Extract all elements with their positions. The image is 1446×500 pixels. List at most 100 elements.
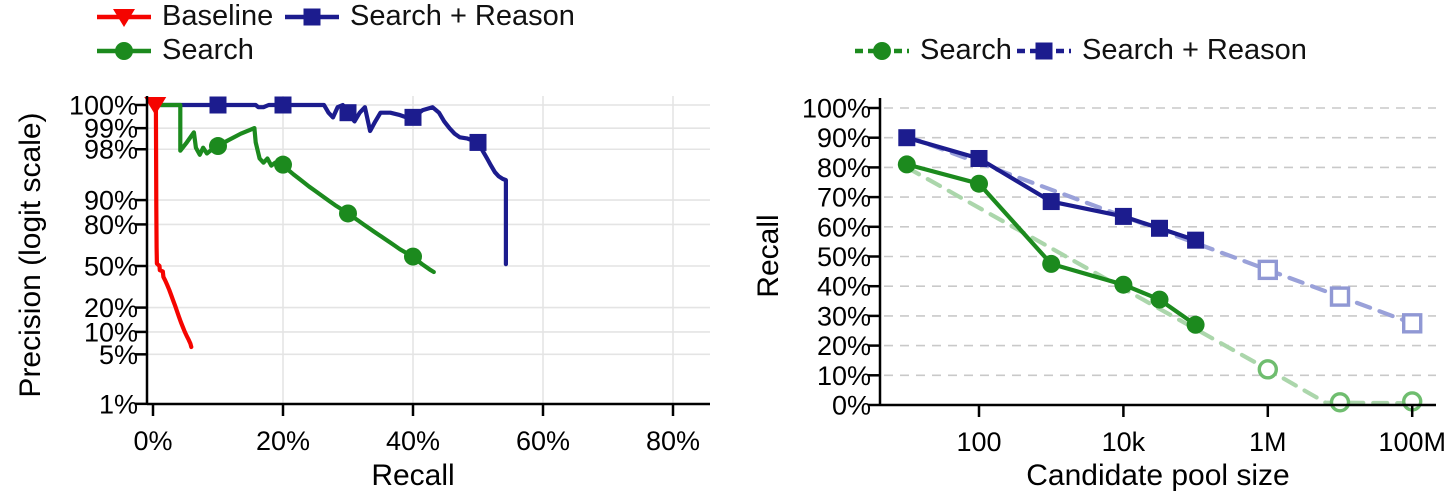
left-chart-gridlines	[147, 96, 710, 404]
open-square-marker	[1401, 313, 1423, 334]
search-legend-marker-icon	[97, 41, 151, 60]
baseline-legend-marker-icon	[97, 8, 151, 27]
square-marker	[404, 108, 422, 126]
series-right-search-reason	[898, 129, 1205, 249]
y-tick-label: 100%	[69, 91, 138, 121]
left-chart: 100%99%98%90%80%50%20%10%5%1%0% 20% 40% 60%…	[69, 91, 710, 457]
search-legend-marker-right-icon	[855, 41, 909, 60]
circle-marker	[115, 41, 133, 60]
y-tick-label: 70%	[817, 183, 871, 213]
right-chart-gridlines	[884, 107, 1436, 377]
series-left-search	[152, 102, 436, 275]
search-reason-legend-marker-icon	[285, 8, 339, 25]
x-tick-label: 60%	[516, 426, 570, 456]
square-marker	[274, 96, 292, 114]
circle-marker	[1042, 254, 1061, 273]
y-tick-label: 20%	[84, 293, 138, 323]
x-tick-label: 0%	[133, 426, 172, 456]
square-marker	[1187, 231, 1205, 249]
square-marker	[898, 129, 916, 147]
triangle-down-marker	[144, 97, 167, 115]
y-tick-label: 80%	[84, 210, 138, 240]
x-tick-label: 100	[956, 427, 1001, 457]
circle-marker	[1150, 290, 1169, 309]
x-tick-label: 10k	[1102, 427, 1146, 457]
circle-marker	[274, 155, 292, 174]
triangle-down-marker	[113, 8, 135, 27]
square-marker	[303, 8, 321, 25]
circle-marker	[873, 41, 891, 60]
right-chart-ylabel: Recall	[752, 214, 785, 298]
open-square-marker	[1257, 259, 1279, 281]
left-chart-xlabel: Recall	[371, 459, 455, 492]
series-left-search-reason	[152, 96, 508, 267]
y-tick-label: 40%	[817, 272, 871, 302]
left-chart-series	[144, 96, 508, 350]
left-chart-tick-labels: 100%99%98%90%80%50%20%10%5%1%0% 20% 40% 60%…	[69, 91, 700, 457]
x-tick-label: 1M	[1249, 427, 1287, 457]
y-tick-label: 20%	[817, 331, 871, 361]
x-tick-label: 40%	[386, 426, 440, 456]
search-legend-label: Search	[162, 34, 254, 66]
square-marker	[970, 149, 988, 167]
square-marker	[1035, 42, 1053, 59]
y-tick-label: 30%	[817, 301, 871, 331]
y-tick-label: 10%	[84, 317, 138, 347]
y-tick-label: 60%	[817, 212, 871, 242]
y-tick-label: 5%	[99, 340, 138, 370]
open-square-marker	[1329, 286, 1351, 307]
circle-marker	[970, 174, 988, 193]
y-tick-label: 99%	[84, 114, 138, 144]
x-tick-label: 80%	[646, 426, 700, 456]
right-chart-series	[897, 129, 1423, 413]
search-legend-label-right: Search	[920, 34, 1012, 66]
legend-item-baseline: Baseline	[95, 2, 273, 31]
series-line-baseline	[152, 102, 194, 350]
left-chart-axes	[135, 96, 710, 416]
series-right-search-extrapolation	[904, 165, 1423, 413]
legend-item-search-reason-left: Search + Reason	[283, 2, 575, 31]
circle-marker	[1186, 315, 1205, 334]
y-tick-label: 80%	[817, 153, 871, 183]
y-tick-label: 90%	[84, 186, 138, 216]
right-chart-tick-labels: 0%10%20%30%40%50%60%70%80%90%100% 100 10k 1…	[802, 94, 1446, 458]
y-tick-label: 10%	[817, 361, 871, 391]
square-marker	[339, 104, 357, 122]
series-line-search-extrapolation	[904, 165, 1415, 406]
y-tick-label: 0%	[832, 391, 871, 421]
square-marker	[1151, 219, 1169, 237]
circle-marker	[209, 137, 227, 156]
y-tick-label: 100%	[802, 94, 871, 124]
search-reason-legend-marker-right-icon	[1017, 42, 1071, 59]
right-chart-axes	[868, 98, 1436, 417]
search-reason-legend-label: Search + Reason	[350, 0, 575, 32]
circle-marker	[1114, 275, 1133, 294]
square-marker	[1114, 207, 1132, 225]
open-circle-marker	[1257, 359, 1279, 380]
y-tick-label: 50%	[84, 252, 138, 282]
right-chart-xlabel: Candidate pool size	[1026, 459, 1290, 492]
series-line-search	[152, 102, 436, 275]
y-tick-label: 50%	[817, 242, 871, 272]
series-left-baseline	[144, 97, 194, 350]
y-tick-label: 98%	[84, 135, 138, 165]
legend-item-search-reason-right: Search + Reason	[1015, 36, 1307, 65]
legend-item-search-right: Search	[853, 36, 1012, 65]
square-marker	[469, 133, 487, 151]
open-circle-marker	[1329, 392, 1351, 413]
y-tick-label: 1%	[99, 389, 138, 419]
x-tick-label: 100M	[1378, 427, 1446, 457]
circle-marker	[404, 247, 422, 266]
left-chart-ylabel: Precision (logit scale)	[14, 112, 47, 398]
square-marker	[209, 96, 227, 114]
y-tick-label: 90%	[817, 123, 871, 153]
legend-item-search-left: Search	[95, 36, 254, 65]
circle-marker	[339, 204, 357, 223]
square-marker	[1042, 193, 1060, 211]
circle-marker	[897, 155, 916, 174]
x-tick-label: 20%	[256, 426, 310, 456]
series-right-search	[897, 155, 1205, 334]
search-reason-legend-label-right: Search + Reason	[1082, 34, 1307, 66]
